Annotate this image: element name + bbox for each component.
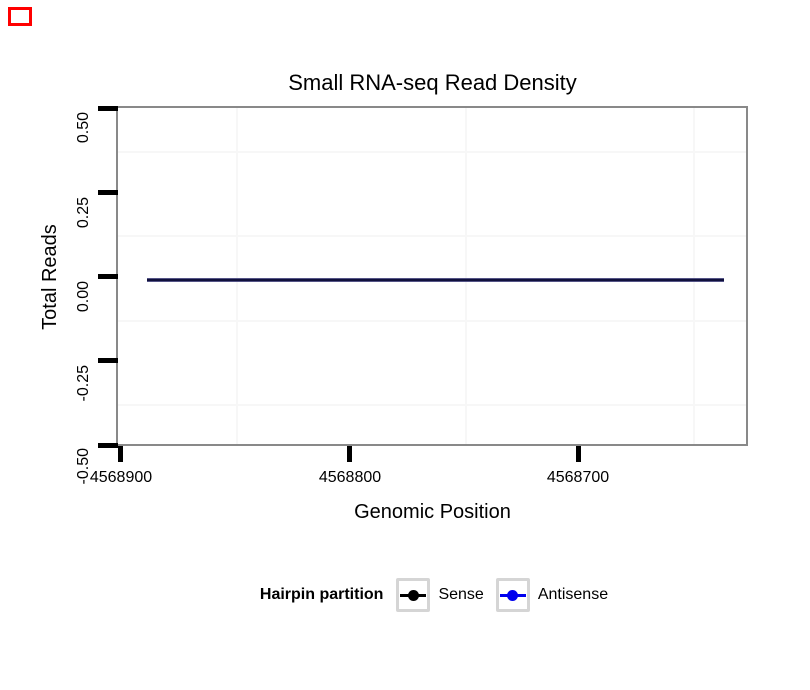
x-tick-label: 4568700 (546, 469, 610, 486)
legend-label-antisense: Antisense (537, 586, 609, 603)
point-glyph-icon (507, 589, 519, 601)
y-tick-label: 0.50 (75, 112, 92, 144)
y-tick-mark (98, 189, 118, 195)
y-tick-mark (98, 442, 118, 448)
legend-key-antisense-icon (495, 578, 530, 612)
legend-entry-sense: Sense (396, 578, 484, 612)
x-tick-mark (575, 446, 581, 462)
y-tick-label: -0.25 (75, 365, 92, 402)
gridline-horizontal (118, 151, 746, 153)
legend-title: Hairpin partition (259, 586, 384, 603)
legend-label-sense: Sense (438, 586, 484, 603)
y-tick-mark (98, 105, 118, 111)
legend: Hairpin partition Sense Antisense (58, 578, 810, 612)
page-title: Small RNA-seq Read Density (288, 70, 577, 95)
gridline-vertical (465, 108, 467, 444)
x-tick-mark (346, 446, 352, 462)
series-line-sense-antisense (147, 278, 724, 282)
x-tick-label: 4568900 (89, 469, 153, 486)
annotation-highlight-box (8, 7, 32, 26)
x-tick-label: 4568800 (318, 469, 382, 486)
point-glyph-icon (407, 589, 419, 601)
plot-panel (116, 106, 748, 446)
x-tick-mark (117, 446, 123, 462)
x-axis-title: Genomic Position (354, 501, 511, 523)
y-tick-mark (98, 358, 118, 364)
gridline-vertical (693, 108, 695, 444)
y-tick-mark (98, 274, 118, 279)
gridline-vertical (236, 108, 238, 444)
y-tick-label: 0.00 (75, 281, 92, 313)
gridline-horizontal (118, 404, 746, 406)
legend-entry-antisense: Antisense (495, 578, 609, 612)
y-tick-label: 0.25 (75, 197, 92, 229)
gridline-horizontal (118, 235, 746, 237)
y-axis-title: Total Reads (39, 224, 61, 330)
gridline-horizontal (118, 320, 746, 322)
legend-key-sense-icon (396, 578, 431, 612)
